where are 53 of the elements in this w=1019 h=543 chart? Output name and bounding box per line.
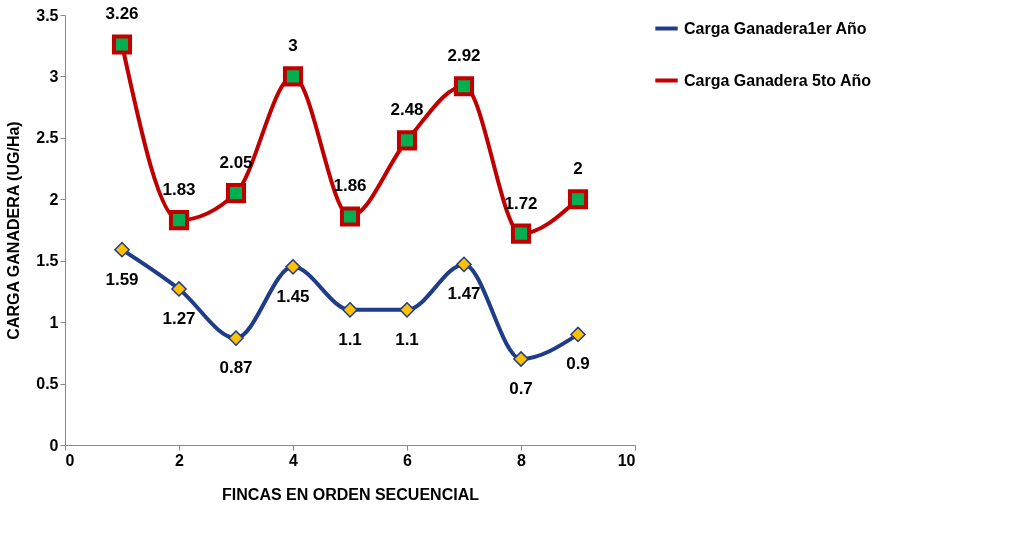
data-label: 1.1 [395, 329, 419, 349]
point [396, 130, 418, 151]
point [570, 326, 586, 343]
x-tick-label: 4 [289, 451, 299, 469]
y-tick-label: 2 [49, 190, 59, 208]
x-axis-title: FINCAS EN ORDEN SECUENCIAL [222, 485, 480, 503]
data-label: 3 [288, 36, 298, 56]
data-label: 0.87 [219, 358, 253, 378]
point [456, 256, 472, 273]
point [282, 66, 304, 87]
x-tick-label: 2 [175, 451, 185, 469]
data-label: 1.47 [447, 284, 481, 304]
point [342, 302, 358, 318]
y-tick-label: 3 [49, 67, 59, 85]
x-tick-label: 0 [65, 451, 75, 469]
legend-label: Carga Ganadera 5to Año [684, 71, 872, 89]
point [567, 189, 589, 210]
data-label: 0.7 [509, 379, 533, 398]
data-label: 0.9 [566, 354, 590, 374]
y-tick-label: 1.5 [36, 252, 59, 270]
y-tick-label: 1 [49, 313, 59, 331]
point [114, 241, 130, 258]
point [453, 76, 475, 97]
data-label: 2.92 [447, 46, 481, 66]
point [111, 34, 133, 55]
data-label: 3.26 [105, 4, 139, 24]
x-tick-label: 8 [517, 451, 527, 469]
point [225, 183, 247, 204]
y-tick-label: 0.5 [36, 375, 59, 393]
legend-label: Carga Ganadera1er Año [684, 19, 867, 37]
data-label: 2 [573, 159, 583, 179]
y-tick-label: 3.5 [36, 6, 59, 24]
data-label: 1.45 [276, 286, 310, 306]
data-label: 1.86 [333, 176, 367, 196]
data-label: 1.27 [162, 308, 196, 328]
data-label: 1.83 [162, 180, 196, 200]
data-label: 1.1 [338, 329, 362, 349]
y-tick-label: 2.5 [36, 129, 59, 147]
point [510, 223, 532, 244]
point [339, 206, 361, 227]
point [228, 330, 244, 346]
x-tick-label: 10 [617, 451, 636, 469]
point [513, 351, 529, 367]
y-tick-label: 0 [49, 436, 59, 454]
x-tick-label: 6 [403, 451, 413, 469]
point [171, 281, 187, 297]
point [168, 210, 190, 231]
data-label: 1.59 [105, 269, 139, 289]
y-axis-title: CARGA GANADERA (UG/Ha) [5, 121, 23, 340]
data-label: 1.72 [504, 193, 538, 213]
point [399, 302, 415, 318]
data-label: 2.48 [390, 100, 424, 120]
point [285, 259, 301, 275]
